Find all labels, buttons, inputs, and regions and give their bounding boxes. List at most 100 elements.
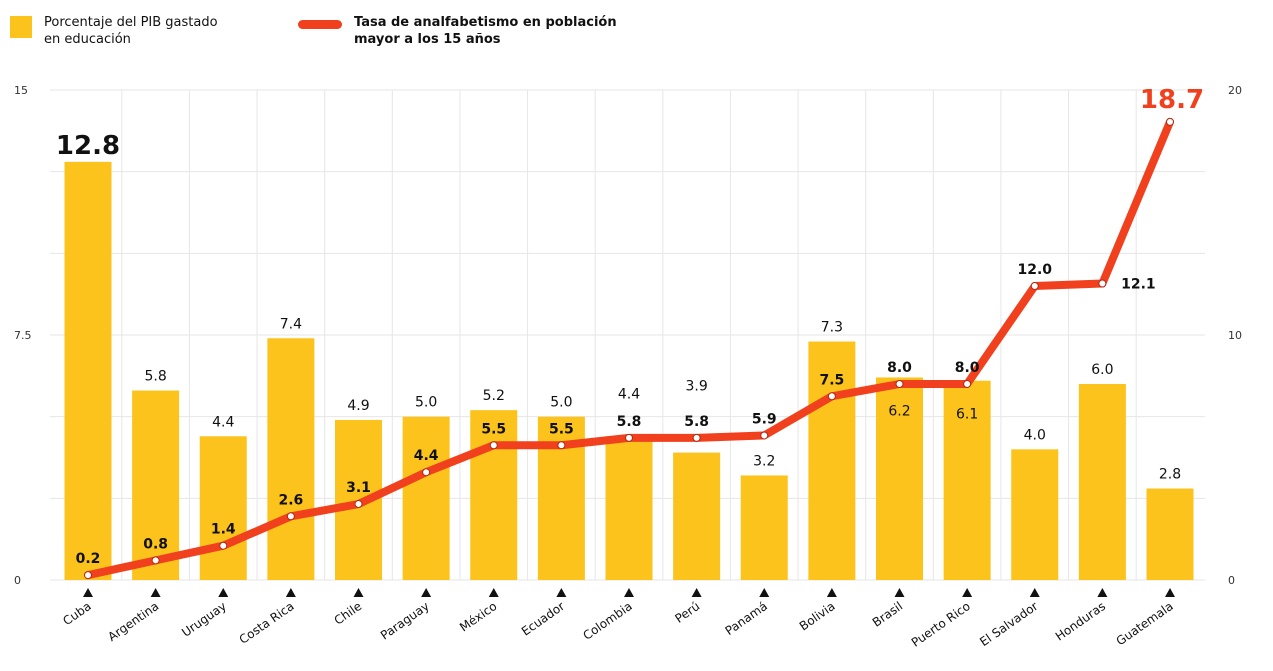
line-value-label: 5.8 — [684, 414, 709, 430]
x-tick-label: Cuba — [60, 599, 93, 628]
category-marker — [353, 588, 364, 597]
bar-value-label: 2.8 — [1159, 467, 1181, 483]
legend-line-swatch — [298, 20, 342, 29]
bar — [1078, 384, 1126, 580]
x-tick-label: Honduras — [1053, 599, 1108, 644]
x-tick-label: México — [457, 599, 499, 635]
line-point — [625, 433, 633, 442]
x-tick-label: Uruguay — [179, 599, 229, 640]
bar-value-label: 3.2 — [753, 453, 775, 469]
bar-value-label: 5.0 — [550, 395, 572, 411]
line-point — [422, 468, 431, 477]
legend-bar-label: Porcentaje del PIB gastado en educación — [44, 15, 218, 47]
bar-value-label: 7.4 — [280, 316, 302, 332]
category-marker — [691, 588, 702, 597]
line-value-label: 12.0 — [1017, 262, 1052, 278]
bar — [808, 341, 856, 580]
category-marker — [759, 588, 770, 597]
line-point — [1166, 117, 1174, 126]
bar-value-label: 4.4 — [618, 386, 640, 402]
line-point — [895, 380, 904, 388]
category-marker — [624, 588, 634, 597]
bar-value-label: 6.2 — [888, 403, 910, 419]
line-point — [151, 556, 160, 565]
bar-value-label: 4.9 — [347, 398, 369, 414]
bar-value-label: 5.0 — [415, 395, 437, 411]
y-right-tick-label: 10 — [1228, 329, 1242, 342]
line-value-label: 5.5 — [481, 421, 506, 437]
line-point — [489, 441, 498, 450]
category-marker — [421, 588, 432, 597]
line-value-label: 5.5 — [549, 421, 574, 437]
bar — [740, 475, 788, 580]
y-right-tick-label: 0 — [1228, 574, 1235, 587]
x-tick-label: Costa Rica — [237, 599, 297, 647]
category-marker — [488, 588, 499, 597]
line-point — [692, 433, 701, 442]
line-point — [1098, 279, 1107, 288]
legend-item-bar: Porcentaje del PIB gastado en educación — [10, 14, 218, 48]
x-tick-label: El Salvador — [977, 599, 1040, 649]
line-point — [84, 571, 92, 580]
line-point — [219, 541, 228, 550]
category-marker — [1029, 588, 1040, 597]
legend-item-line: Tasa de analfabetismo en población mayor… — [298, 14, 617, 48]
line-value-label: 5.9 — [752, 411, 777, 427]
category-marker — [218, 588, 229, 597]
y-left-tick-label: 0 — [14, 574, 21, 587]
line-value-label: 8.0 — [887, 360, 912, 376]
bar — [1011, 449, 1059, 580]
category-marker — [894, 588, 905, 597]
bar — [470, 410, 518, 580]
category-marker — [285, 588, 296, 597]
line-value-label: 0.8 — [143, 536, 168, 552]
line-point — [1030, 282, 1039, 290]
line-point — [963, 380, 972, 388]
bar — [876, 377, 923, 580]
line-value-label: 5.8 — [617, 414, 642, 430]
bar-value-label: 5.8 — [144, 369, 166, 385]
bar-value-label: 4.4 — [212, 414, 234, 430]
bar — [64, 161, 112, 580]
bar — [605, 436, 653, 580]
line-value-label: 4.4 — [414, 448, 439, 464]
bar-value-label: 6.0 — [1091, 362, 1113, 378]
x-tick-label: Paraguay — [378, 599, 432, 643]
bar — [1146, 488, 1194, 580]
x-tick-label: Guatemala — [1114, 599, 1176, 648]
bar-value-label: 3.9 — [685, 379, 707, 395]
bar — [402, 416, 450, 580]
line-point — [286, 512, 295, 521]
bar-value-label: 5.2 — [483, 388, 505, 404]
line-value-label: 12.1 — [1121, 277, 1156, 293]
bar-value-label: 7.3 — [821, 320, 843, 336]
x-tick-label: Colombia — [580, 599, 634, 643]
x-tick-label: Argentina — [105, 599, 161, 644]
x-tick-label: Perú — [672, 599, 702, 626]
line-value-label: 3.1 — [346, 480, 371, 496]
line-value-label: 7.5 — [819, 372, 844, 388]
bar — [199, 436, 247, 580]
line-value-label: 2.6 — [278, 492, 303, 508]
bar — [132, 390, 180, 580]
line-value-label: 18.7 — [1140, 85, 1204, 115]
x-tick-label: Puerto Rico — [909, 599, 973, 650]
line-value-label: 1.4 — [211, 522, 236, 538]
line-value-label: 8.0 — [955, 360, 980, 376]
line-point — [827, 392, 836, 401]
bar — [267, 338, 315, 580]
line-value-label: 0.2 — [76, 551, 101, 567]
category-marker — [556, 588, 567, 597]
y-right-tick-label: 20 — [1228, 84, 1242, 97]
category-marker — [1165, 588, 1175, 597]
bar-value-label: 4.0 — [1024, 427, 1046, 443]
line-point — [354, 500, 363, 509]
category-marker — [826, 588, 837, 597]
bar — [943, 380, 991, 580]
x-tick-label: Chile — [332, 599, 365, 628]
category-marker — [150, 588, 161, 597]
legend-line-label: Tasa de analfabetismo en población mayor… — [354, 15, 617, 47]
bar-value-label: 12.8 — [56, 131, 120, 161]
category-marker — [962, 588, 973, 597]
